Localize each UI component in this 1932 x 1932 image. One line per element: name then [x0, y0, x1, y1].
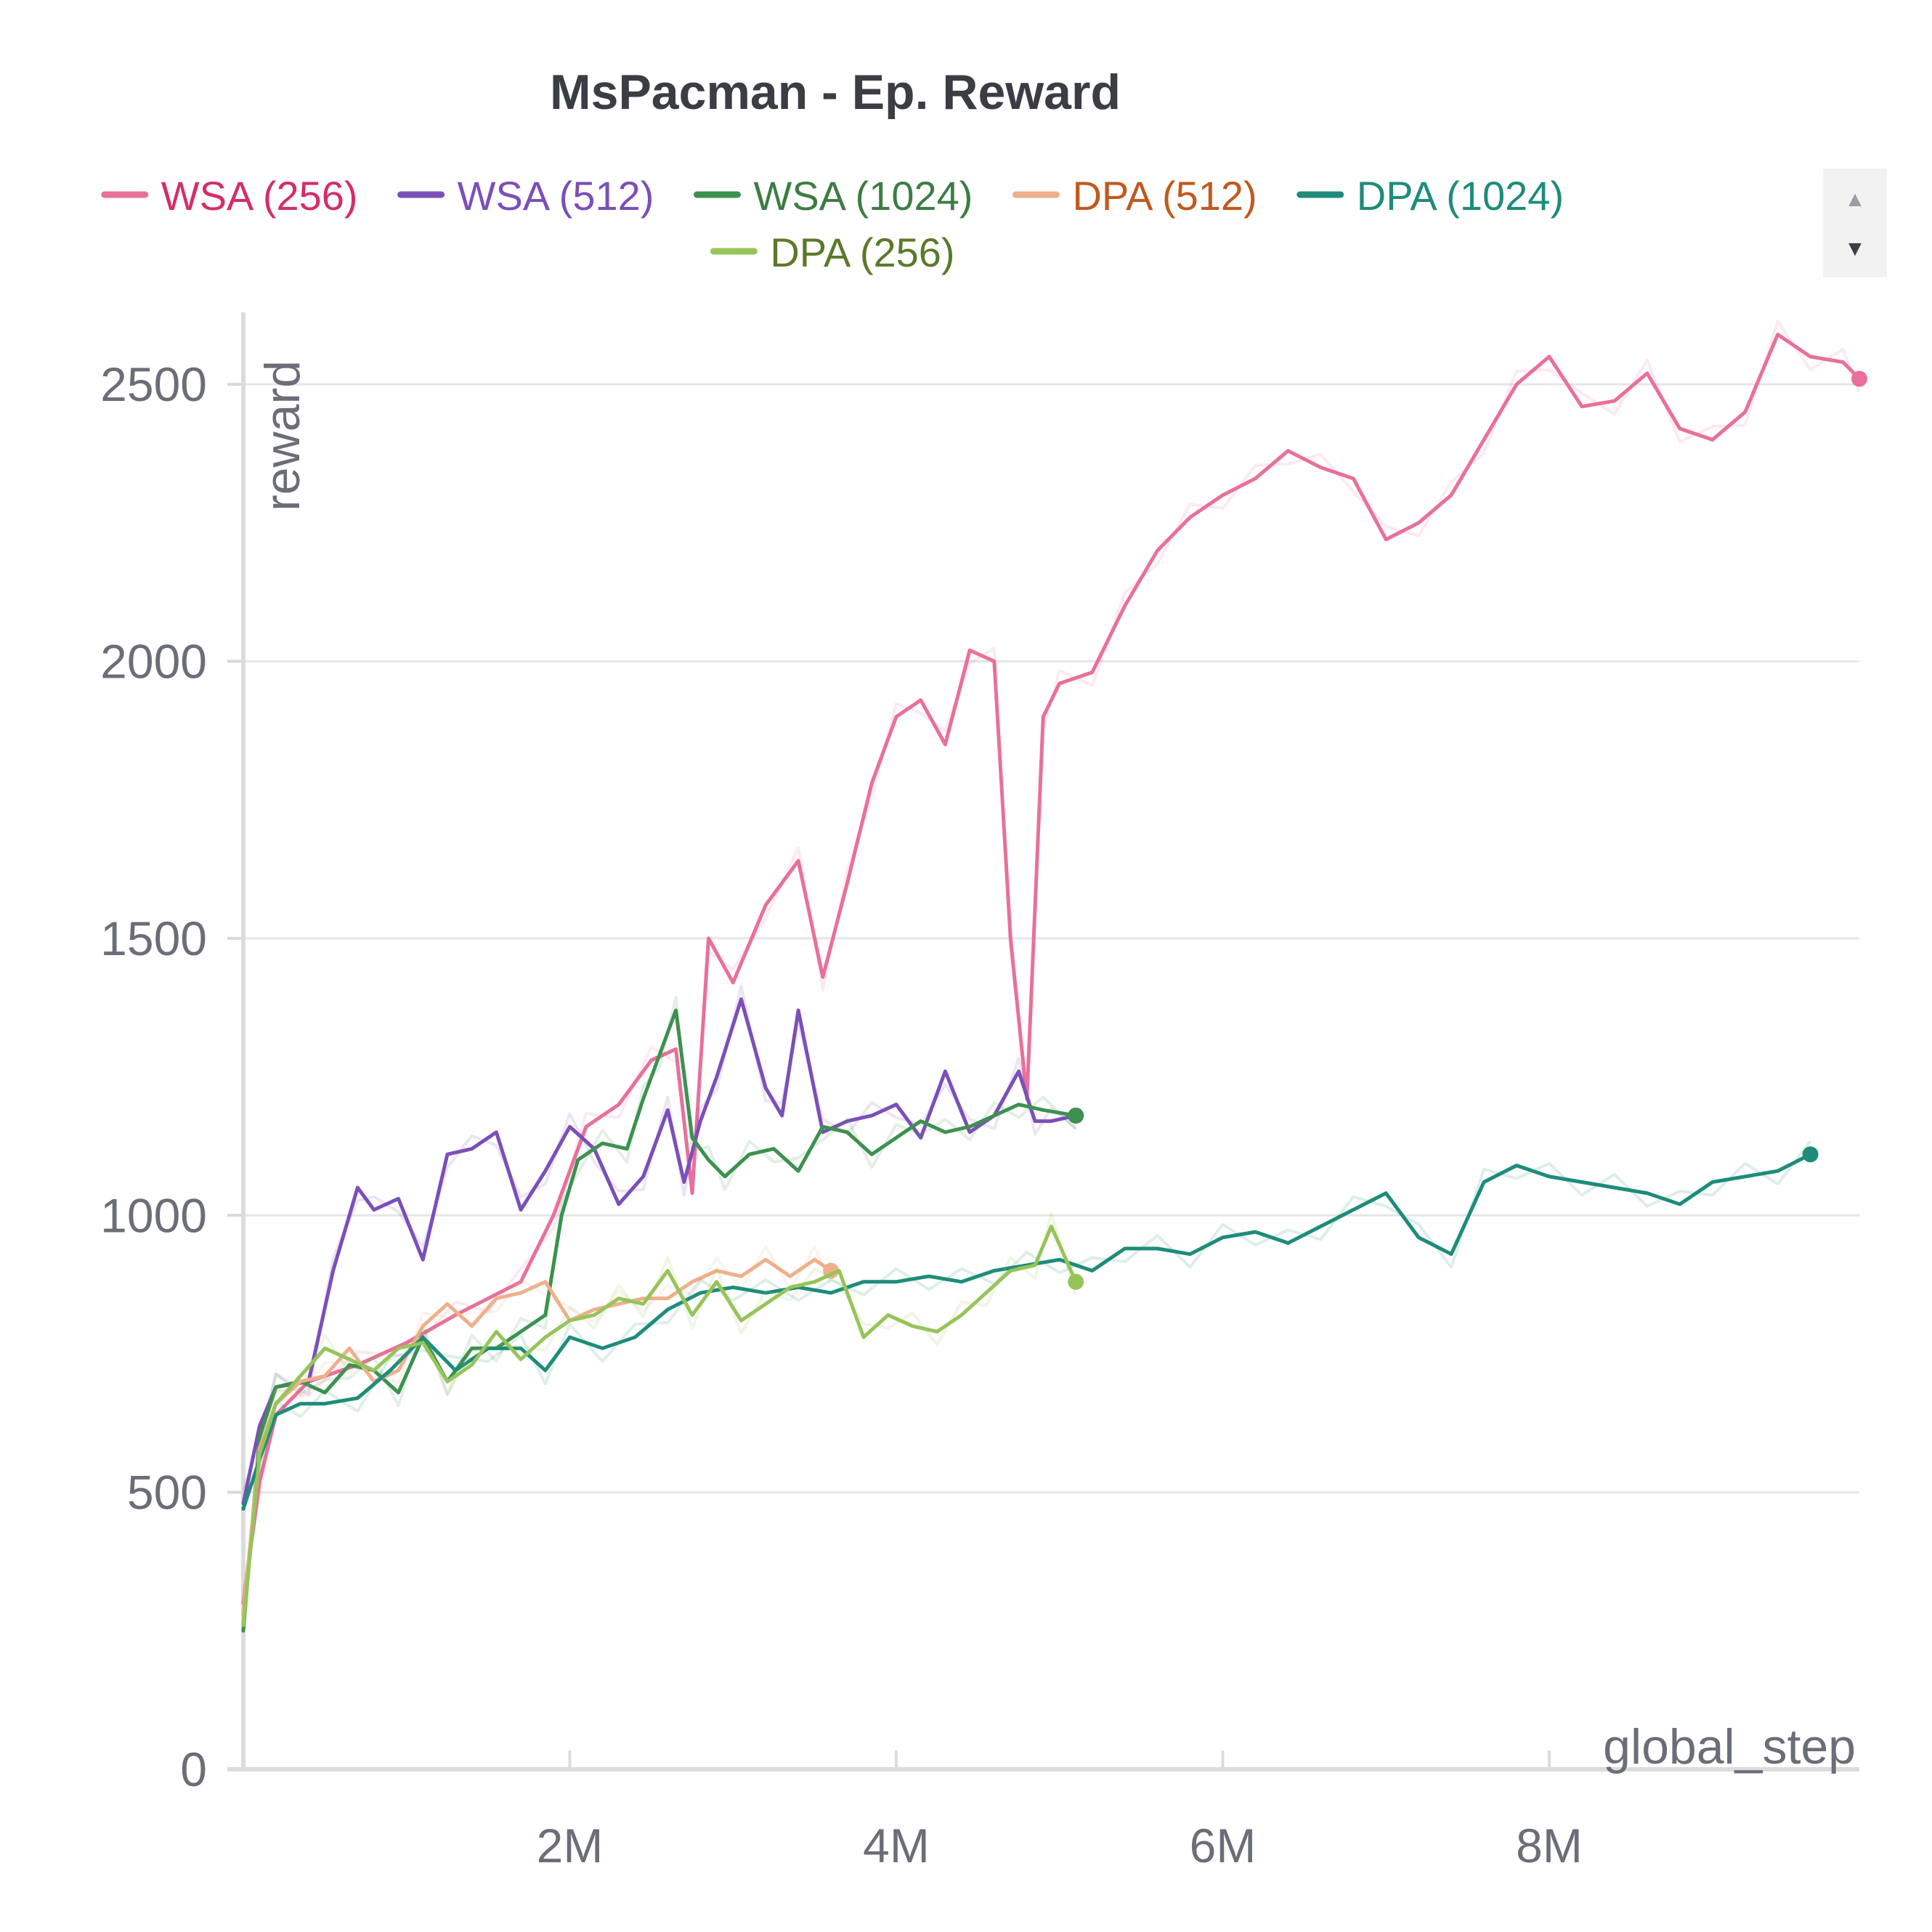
series-group	[241, 320, 1867, 1633]
series-end-point	[1802, 1146, 1819, 1163]
legend-label: WSA (1024)	[754, 173, 973, 219]
series-end-point	[1068, 1273, 1084, 1290]
legend: WSA (256) WSA (512) WSA (1024) DPA (512) DPA…	[101, 173, 1564, 275]
legend-scroll-down-button[interactable]: ▼	[1844, 237, 1866, 261]
legend-scroll-control[interactable]: ▲ ▼	[1823, 169, 1887, 277]
x-tick-label: 2M	[537, 1819, 604, 1872]
legend-label: DPA (512)	[1072, 173, 1257, 219]
y-tick-label: 1000	[100, 1188, 207, 1242]
legend-label: WSA (256)	[161, 173, 358, 219]
series-end-point	[1851, 370, 1867, 387]
legend-item[interactable]: DPA (256)	[710, 230, 955, 275]
x-tick-label: 6M	[1190, 1819, 1257, 1872]
series-line	[241, 333, 1862, 1605]
y-tick-label: 1500	[100, 912, 207, 965]
series-line	[241, 997, 1078, 1506]
legend-item[interactable]: WSA (256)	[101, 173, 358, 219]
axes: 0 500 1000 1500 2000 2500 2M 4M 6M 8M	[100, 312, 1859, 1872]
series-line	[241, 1008, 1078, 1633]
grid	[243, 383, 1859, 1494]
legend-item[interactable]: DPA (512)	[1012, 173, 1257, 219]
x-axis-label: global_step	[1603, 1719, 1856, 1774]
y-tick-label: 0	[180, 1742, 207, 1796]
legend-scroll-up-button[interactable]: ▲	[1844, 187, 1866, 211]
series-line	[241, 1225, 1078, 1628]
y-tick-label: 2500	[100, 357, 207, 411]
legend-item[interactable]: DPA (1024)	[1296, 173, 1564, 219]
chart-title: MsPacman - Ep. Reward	[550, 65, 1121, 120]
legend-label: DPA (1024)	[1357, 173, 1564, 219]
series-line	[241, 1257, 833, 1616]
legend-label: DPA (256)	[770, 230, 954, 275]
legend-item[interactable]: WSA (512)	[397, 173, 654, 219]
series-line	[241, 1152, 1813, 1511]
x-tick-label: 4M	[863, 1819, 930, 1872]
x-tick-label: 8M	[1516, 1819, 1583, 1872]
legend-item[interactable]: WSA (1024)	[694, 173, 973, 219]
y-tick-label: 2000	[100, 635, 207, 689]
y-axis-label: reward	[255, 360, 310, 511]
legend-label: WSA (512)	[458, 173, 654, 219]
series-end-point	[1068, 1107, 1084, 1124]
y-tick-label: 500	[127, 1466, 207, 1519]
legend-scroll-track	[1823, 169, 1887, 277]
